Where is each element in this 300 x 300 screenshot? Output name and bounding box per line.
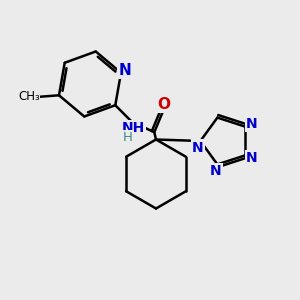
Text: N: N [246,116,257,130]
Text: H: H [123,131,133,144]
Text: O: O [157,97,170,112]
Text: N: N [246,151,257,165]
Text: N: N [192,141,204,154]
Text: CH₃: CH₃ [18,90,40,103]
Text: N: N [118,63,131,78]
Text: N: N [210,164,222,178]
Text: NH: NH [122,121,145,135]
